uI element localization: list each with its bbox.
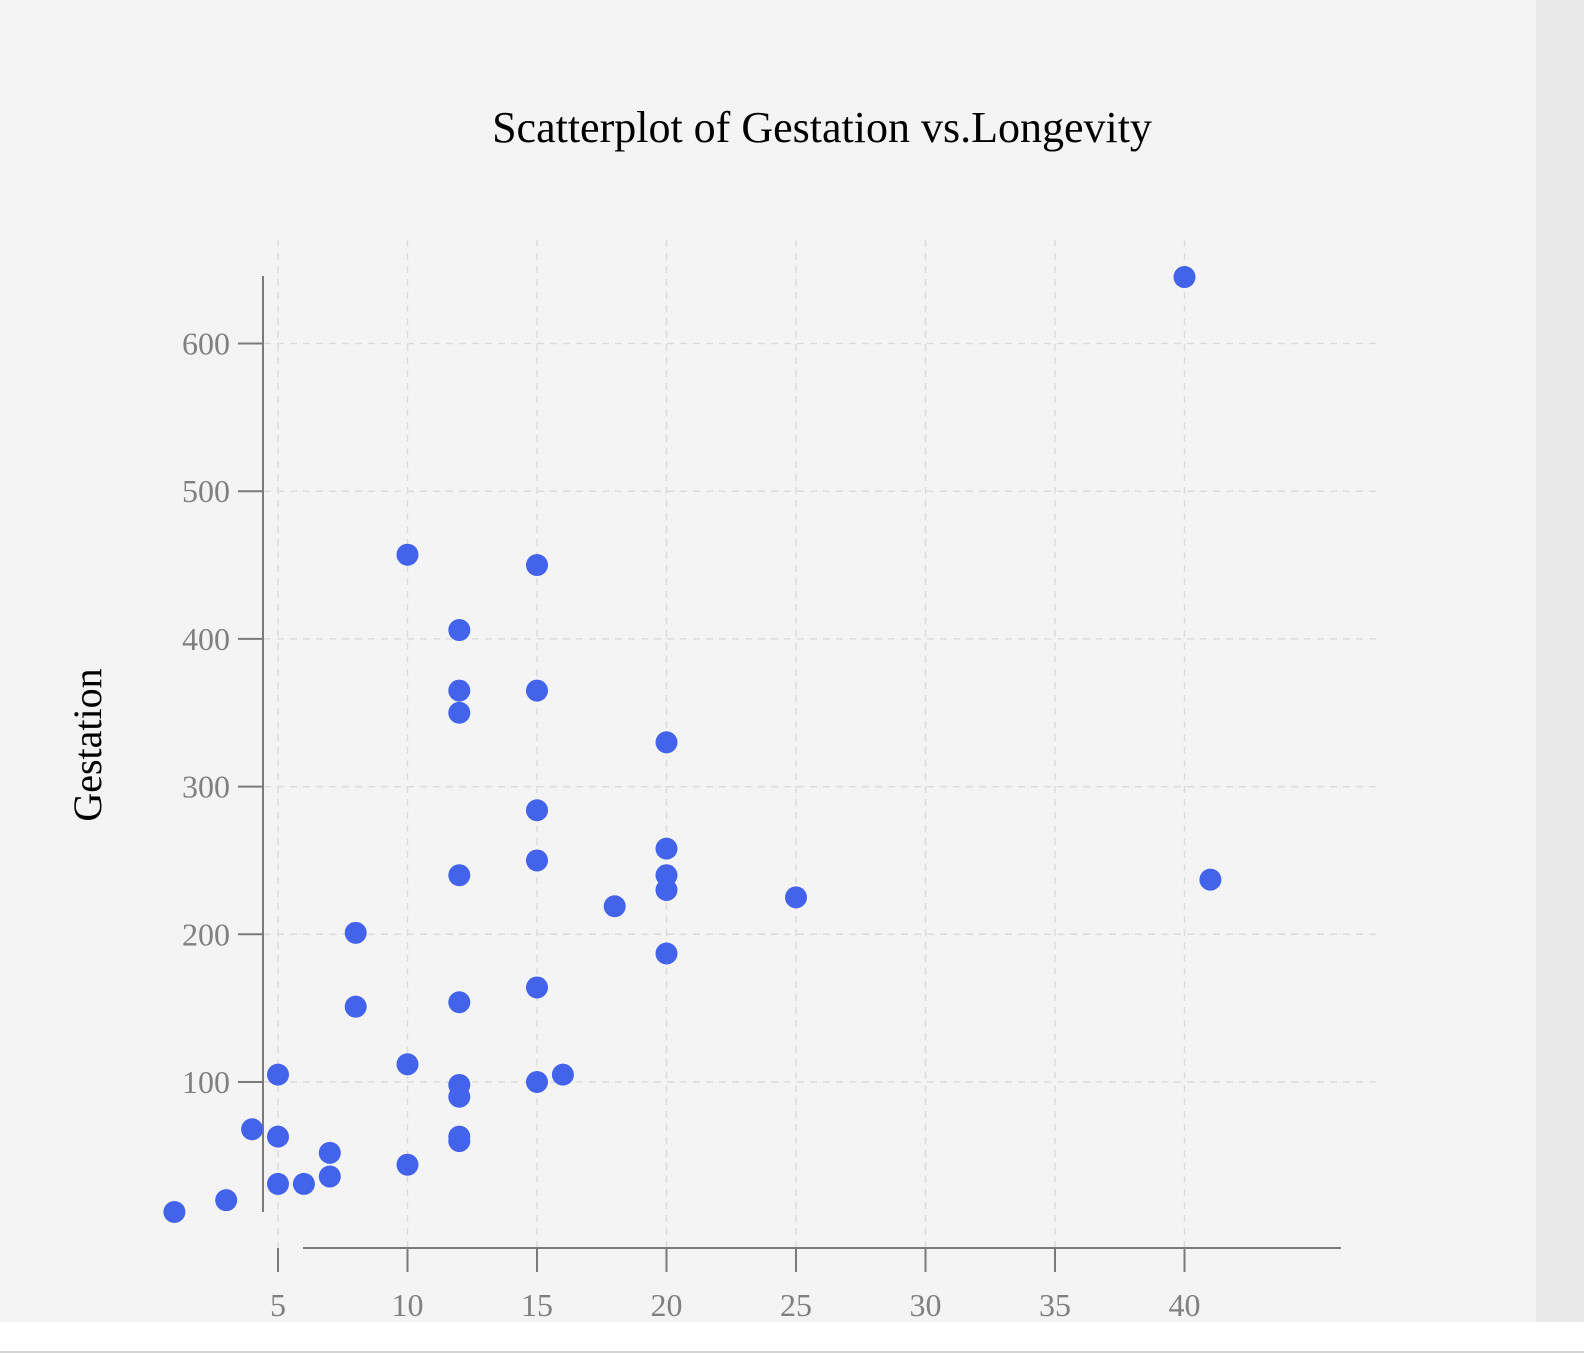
data-point [551,1063,574,1086]
ticks: 5 10 15 20 25 30 35 40 100 200 300 400 500 600 [182,326,1201,1324]
bottom-divider [0,1351,1584,1353]
x-tick-label: 35 [1039,1287,1071,1323]
data-point [448,1085,471,1108]
data-point [1173,266,1196,289]
data-point [526,1071,548,1093]
x-tick-label: 15 [521,1287,553,1323]
data-point [655,731,678,754]
chart-title: Scatterplot of Gestation vs.Longevity [492,103,1152,152]
grid [264,240,1380,1248]
right-scroll-gutter [1536,0,1584,1322]
data-point [785,886,807,909]
data-point [448,1130,471,1153]
data-point [292,1172,315,1195]
data-point [396,543,419,566]
data-point [526,554,548,577]
data-point [241,1118,264,1141]
data-point [603,895,626,918]
axes [262,276,1341,1249]
y-tick-label: 200 [182,916,230,952]
data-point [267,1063,289,1086]
data-point [344,921,367,944]
data-point [448,679,471,702]
y-tick-label: 400 [182,621,230,657]
data-point [526,679,548,702]
data-point [448,701,471,724]
data-point [267,1125,289,1148]
y-axis-title: Gestation [65,668,110,821]
data-point [163,1200,186,1223]
data-point [655,837,678,860]
x-tick-label: 30 [910,1287,942,1323]
data-point [1199,868,1222,891]
y-tick-label: 100 [182,1064,230,1100]
y-tick-label: 500 [182,473,230,509]
data-point [655,942,678,965]
data-point [526,849,548,872]
data-point [526,976,548,999]
x-tick-label: 40 [1169,1287,1201,1323]
x-tick-label: 20 [651,1287,683,1323]
data-point [526,799,548,822]
chart-panel [0,0,1536,1322]
data-point [344,995,367,1018]
data-point [448,864,471,887]
data-point [448,619,471,642]
x-tick-label: 10 [392,1287,424,1323]
x-tick-label: 25 [780,1287,812,1323]
data-point [396,1053,419,1076]
data-point [215,1189,238,1212]
y-tick-label: 600 [182,326,230,362]
data-point [267,1172,289,1195]
data-point [448,991,471,1014]
data-points [163,266,1222,1223]
y-tick-label: 300 [182,769,230,805]
data-point [655,878,678,901]
data-point [318,1165,341,1188]
data-point [318,1141,341,1164]
data-point [396,1153,419,1176]
x-tick-label: 5 [270,1287,286,1323]
